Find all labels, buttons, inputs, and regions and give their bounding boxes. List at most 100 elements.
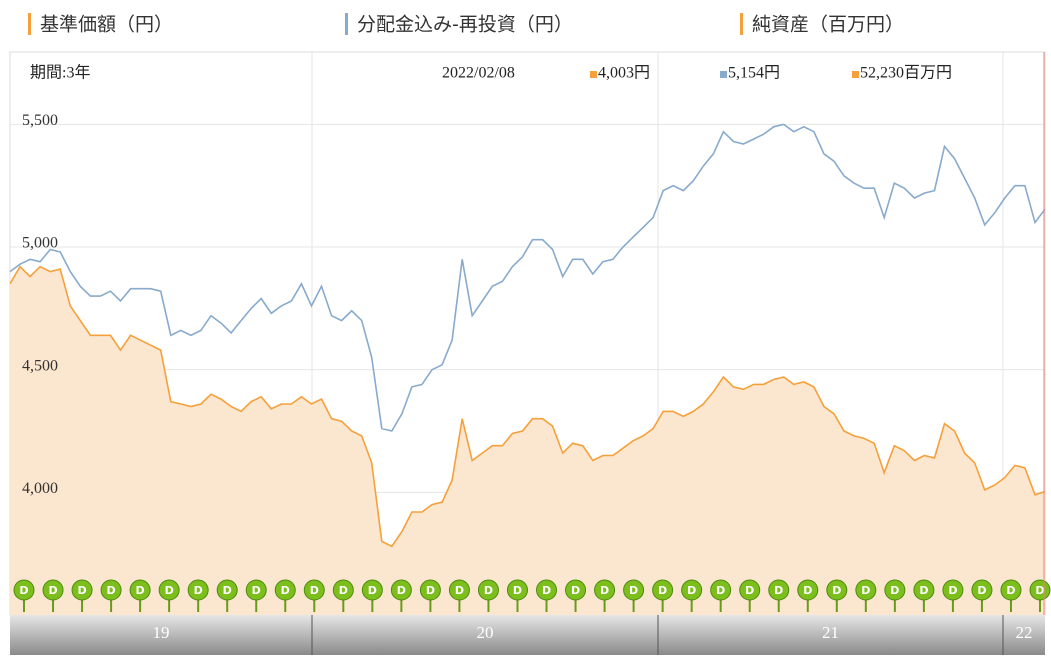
y-tick-label: 5,000: [22, 235, 58, 252]
pin-head: [565, 579, 587, 601]
dividend-pin: D: [1000, 579, 1022, 612]
pin-label: D: [1035, 584, 1044, 597]
pin-label: D: [194, 584, 203, 597]
pin-label: D: [687, 584, 696, 597]
line: [9, 123, 1046, 432]
dividend-pin: D: [739, 579, 761, 612]
dividend-pin: D: [855, 579, 877, 612]
dividend-pin: D: [652, 579, 674, 612]
dividend-pin: D: [216, 579, 238, 612]
pin-head: [1029, 579, 1051, 601]
pin-label: D: [1006, 584, 1015, 597]
readout-swatch: [852, 71, 859, 78]
pin-label: D: [455, 584, 464, 597]
pin-head: [623, 579, 645, 601]
area: [10, 266, 1045, 615]
pin-head: [971, 579, 993, 601]
pin-label: D: [107, 584, 116, 597]
dividend-pin: D: [158, 579, 180, 612]
pin-head: [797, 579, 819, 601]
pin-label: D: [19, 584, 28, 597]
pin-head: [100, 579, 122, 601]
period-label: 21: [822, 623, 839, 642]
pin-head: [245, 579, 267, 601]
period-label: 22: [1016, 623, 1033, 642]
dividend-pin: D: [13, 579, 35, 612]
readout-value: 52,230百万円: [860, 65, 952, 82]
dividend-pin: D: [594, 579, 616, 612]
legend-swatch: [28, 13, 31, 35]
pin-head: [216, 579, 238, 601]
pin-head: [42, 579, 64, 601]
dividend-pin: D: [565, 579, 587, 612]
pin-head: [13, 579, 35, 601]
period: 期間:3年: [30, 64, 90, 82]
pin-label: D: [600, 584, 609, 597]
pin-head: [710, 579, 732, 601]
dividend-pin: D: [913, 579, 935, 612]
pin-label: D: [310, 584, 319, 597]
y-tick-label: 5,500: [22, 112, 58, 129]
dividend-pin: D: [710, 579, 732, 612]
dividend-pin: D: [42, 579, 64, 612]
dividend-pin: D: [768, 579, 790, 612]
readout-value: 4,003円: [598, 65, 650, 82]
pin-label: D: [861, 584, 870, 597]
readout-swatch: [720, 71, 727, 78]
pin-head: [884, 579, 906, 601]
dividend-pin: D: [71, 579, 93, 612]
pin-label: D: [948, 584, 957, 597]
dividend-pin: D: [797, 579, 819, 612]
pin-label: D: [890, 584, 899, 597]
pin-label: D: [571, 584, 580, 597]
y-tick-label: 4,000: [22, 480, 58, 497]
readout-value: 5,154円: [728, 65, 780, 82]
dividend-pin: D: [361, 579, 383, 612]
pin-label: D: [774, 584, 783, 597]
pin-label: D: [484, 584, 493, 597]
dividend-pin: D: [623, 579, 645, 612]
legend-label: 基準価額（円）: [40, 14, 173, 36]
pin-label: D: [223, 584, 232, 597]
pin-label: D: [136, 584, 145, 597]
dividend-pin: D: [942, 579, 964, 612]
dividend-pin: D: [826, 579, 848, 612]
pin-head: [187, 579, 209, 601]
pin-label: D: [542, 584, 551, 597]
pin-head: [1000, 579, 1022, 601]
pin-head: [419, 579, 441, 601]
pin-head: [448, 579, 470, 601]
legend-swatch: [345, 13, 348, 35]
dividend-pin: D: [681, 579, 703, 612]
dividend-pin: D: [536, 579, 558, 612]
pin-head: [681, 579, 703, 601]
dividend-pin: D: [390, 579, 412, 612]
pin-head: [361, 579, 383, 601]
pin-head: [71, 579, 93, 601]
dividend-pin: D: [187, 579, 209, 612]
pin-label: D: [919, 584, 928, 597]
pin-label: D: [165, 584, 174, 597]
dividend-pin: D: [477, 579, 499, 612]
y-tick-label: 4,500: [22, 357, 58, 374]
dividend-pin: D: [332, 579, 354, 612]
dividend-pin: D: [303, 579, 325, 612]
pin-head: [303, 579, 325, 601]
pin-head: [913, 579, 935, 601]
dividend-pin: D: [884, 579, 906, 612]
readout-swatch: [590, 71, 597, 78]
dividend-pin: D: [100, 579, 122, 612]
pin-label: D: [252, 584, 261, 597]
dividend-pin: D: [1029, 579, 1051, 612]
pin-head: [536, 579, 558, 601]
pin-label: D: [745, 584, 754, 597]
line: [9, 265, 1046, 548]
legend-label: 分配金込み-再投資（円）: [357, 14, 573, 36]
period-label: 20: [477, 623, 494, 642]
pin-label: D: [716, 584, 725, 597]
pin-head: [739, 579, 761, 601]
legend-label: 純資産（百万円）: [752, 14, 904, 36]
pin-head: [477, 579, 499, 601]
